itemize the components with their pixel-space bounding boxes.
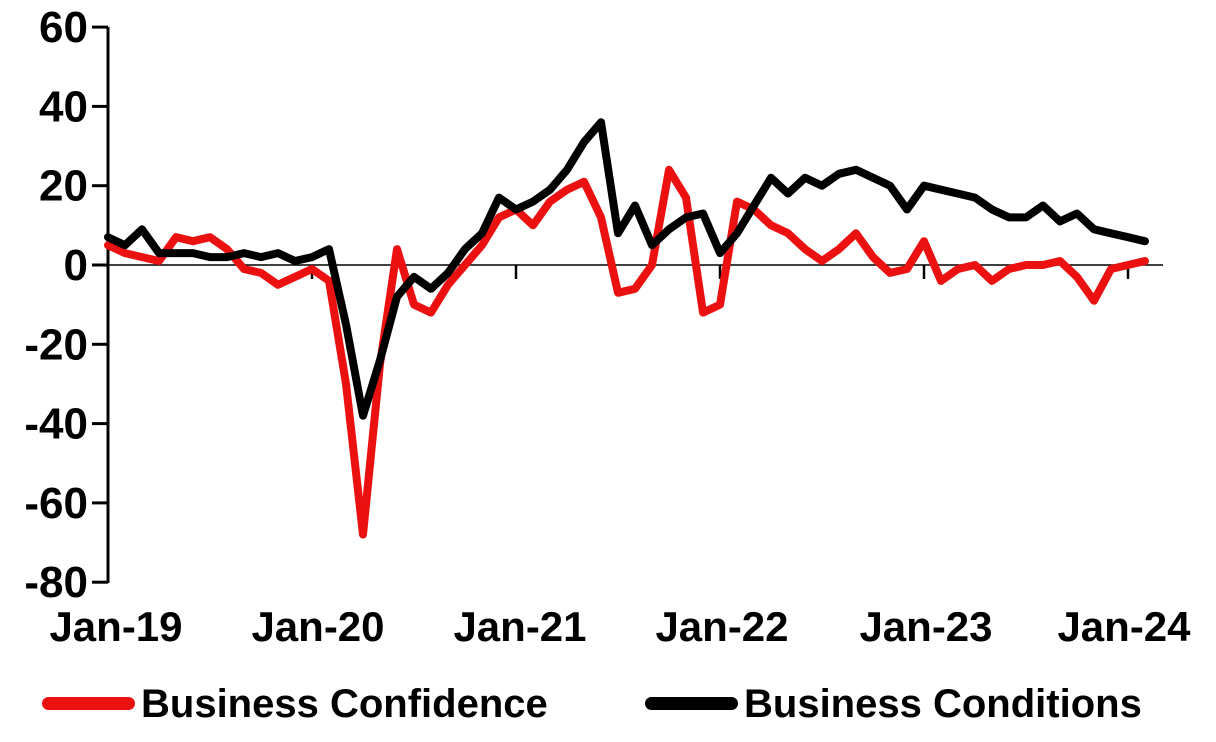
y-axis-label-40: 40 <box>39 83 88 132</box>
x-axis-label-jan22: Jan-22 <box>655 603 788 650</box>
y-axis-label-m20: -20 <box>24 321 88 370</box>
y-axis-label-m80: -80 <box>24 558 88 607</box>
legend-label-business-conditions: Business Conditions <box>744 682 1142 726</box>
y-axis-ticks <box>92 25 108 584</box>
y-axis-label-60: 60 <box>39 3 88 52</box>
x-axis-label-jan23: Jan-23 <box>859 603 992 650</box>
x-axis-label-jan24: Jan-24 <box>1057 603 1191 650</box>
business-confidence-line <box>104 165 1149 539</box>
y-axis-label-20: 20 <box>39 162 88 211</box>
legend-label-business-confidence: Business Confidence <box>141 682 548 726</box>
legend: Business Confidence Business Conditions <box>42 682 1142 726</box>
x-axis-label-jan19: Jan-19 <box>49 603 182 650</box>
legend-swatch-business-conditions <box>645 697 738 710</box>
y-axis-label-0: 0 <box>64 241 88 290</box>
x-axis-label-jan20: Jan-20 <box>251 603 384 650</box>
legend-swatch-business-confidence <box>42 697 135 710</box>
x-axis-label-jan21: Jan-21 <box>453 603 586 650</box>
business-conditions-line <box>104 118 1149 420</box>
y-axis-label-m60: -60 <box>24 479 88 528</box>
y-axis-label-m40: -40 <box>24 400 88 449</box>
